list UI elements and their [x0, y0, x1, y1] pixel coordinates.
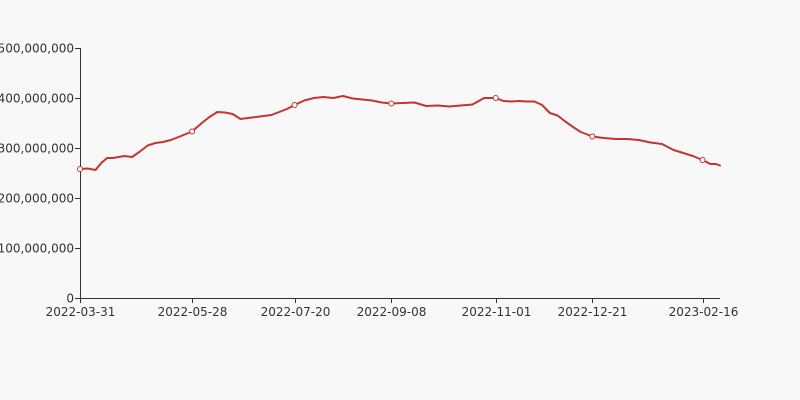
data-point [589, 133, 596, 140]
x-tick-label: 2022-07-20 [261, 305, 331, 319]
y-tick-label: 400,000,000 [0, 92, 74, 106]
y-tick-label: 0 [66, 292, 74, 306]
series-line [79, 95, 721, 171]
data-point [189, 128, 196, 135]
y-tick-label: 300,000,000 [0, 142, 74, 156]
data-point [77, 166, 83, 172]
data-point [388, 100, 395, 107]
x-axis: 2022-03-31 2022-05-28 2022-07-20 2022-09-08… [46, 298, 739, 319]
data-point [492, 95, 499, 101]
y-axis: 0 100,000,000 200,000,000 300,000,000 400,00… [0, 42, 81, 306]
x-tick-label: 2022-05-28 [158, 305, 228, 319]
data-point [291, 102, 298, 108]
x-tick-label: 2022-03-31 [46, 305, 116, 319]
data-point [699, 157, 706, 163]
series-layer [77, 95, 721, 172]
x-tick-label: 2022-09-08 [357, 305, 427, 319]
x-tick-label: 2023-02-16 [669, 305, 739, 319]
x-tick-label: 2022-11-01 [462, 305, 532, 319]
y-tick-label: 500,000,000 [0, 42, 74, 56]
y-tick-label: 200,000,000 [0, 192, 74, 206]
x-tick-label: 2022-12-21 [558, 305, 628, 319]
y-tick-label: 100,000,000 [0, 242, 74, 256]
